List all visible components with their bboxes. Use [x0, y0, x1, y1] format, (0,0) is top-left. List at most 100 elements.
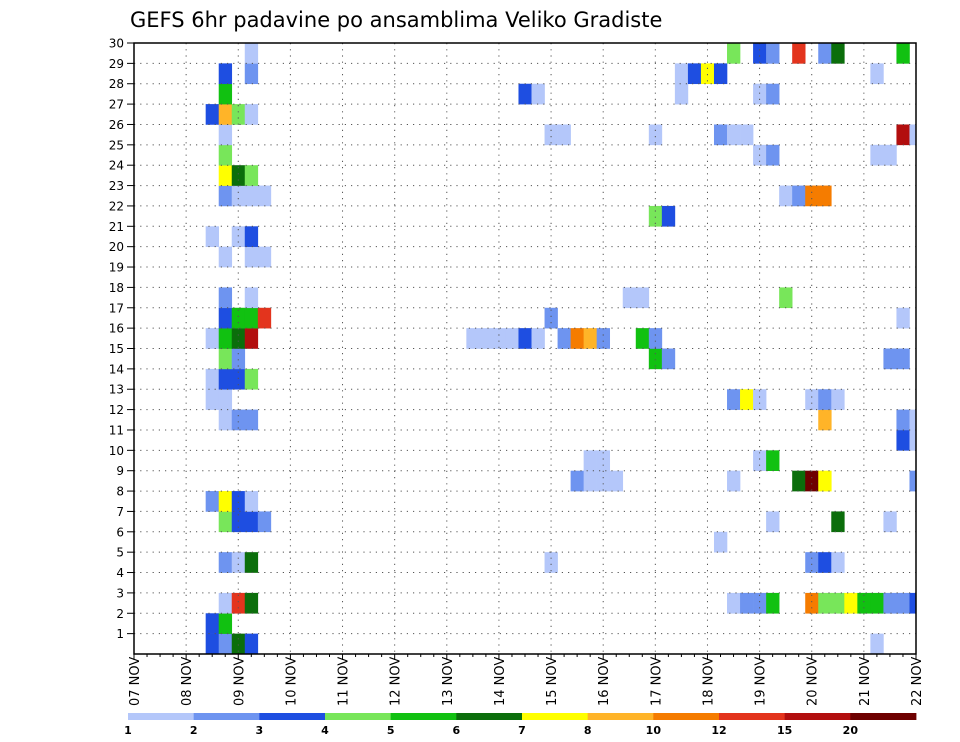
legend-label: 5 [387, 724, 395, 737]
precip-cell [909, 124, 917, 146]
precip-cell [231, 104, 246, 125]
precip-cell [244, 63, 259, 85]
precip-cell [231, 185, 246, 207]
y-tick-label: 26 [109, 118, 124, 132]
precip-cell [244, 43, 259, 64]
precip-cell [257, 246, 272, 268]
y-tick-label: 29 [109, 57, 124, 71]
precip-cell [218, 104, 233, 125]
precip-cell [700, 63, 715, 85]
y-tick-label: 21 [109, 220, 124, 234]
precip-cell [492, 328, 506, 349]
precip-cell [231, 633, 246, 655]
precip-cell [857, 592, 871, 614]
precip-cell [609, 470, 624, 492]
x-tick-label: 13 NOV [441, 657, 456, 706]
y-tick-label: 3 [116, 586, 124, 600]
precip-cell [244, 185, 259, 207]
precip-cell [896, 409, 910, 431]
precip-cell [531, 83, 545, 105]
precip-cell [831, 389, 845, 410]
precip-cell [635, 328, 650, 349]
precip-cell [244, 307, 259, 329]
precip-cell [596, 328, 611, 349]
precip-cell [818, 470, 832, 492]
y-tick-label: 30 [109, 37, 124, 51]
precip-cell [831, 511, 845, 533]
precip-cell [818, 552, 832, 573]
x-tick-label: 22 NOV [910, 657, 925, 706]
precip-cell [766, 43, 780, 64]
legend-swatch [456, 713, 523, 720]
x-tick-label: 12 NOV [389, 657, 404, 706]
precip-cell [218, 185, 233, 207]
precip-cell [831, 43, 845, 64]
precip-cell [205, 104, 220, 125]
legend-swatch [259, 713, 326, 720]
precip-cell [687, 63, 702, 85]
y-tick-label: 18 [109, 281, 124, 295]
legend-label: 1 [124, 724, 132, 737]
x-tick-label: 14 NOV [493, 657, 508, 706]
x-tick-label: 21 NOV [858, 657, 873, 706]
dotted-grid [134, 43, 916, 654]
precip-cell [570, 470, 584, 492]
precip-cell [570, 328, 584, 349]
precip-cell [231, 511, 246, 533]
precip-cell [218, 389, 233, 410]
precip-cell [544, 552, 558, 573]
precip-cell [727, 389, 741, 410]
y-tick-label: 28 [109, 77, 124, 91]
precip-cell [909, 429, 917, 451]
precip-cell [218, 552, 233, 573]
precip-cell [244, 633, 259, 655]
precip-cell [583, 450, 597, 471]
legend-swatch [850, 713, 917, 720]
y-tick-label: 25 [109, 138, 124, 152]
precip-cell [727, 43, 741, 64]
precip-cell [244, 287, 259, 309]
precip-cell [244, 368, 259, 390]
precip-cell [231, 552, 246, 573]
precip-cell [805, 592, 819, 614]
y-tick-label: 1 [116, 627, 124, 641]
precip-cell [740, 592, 754, 614]
legend-label: 7 [518, 724, 526, 737]
precip-cell [205, 328, 220, 349]
y-axis-ticks: 1234567891011121314151617181920212223242… [109, 37, 134, 641]
precip-cell [805, 185, 819, 207]
precip-cell [661, 205, 676, 227]
precip-cell [805, 552, 819, 573]
precip-cell [257, 511, 272, 533]
precip-cell [818, 185, 832, 207]
precip-cell [896, 43, 910, 64]
precip-cell [753, 43, 767, 64]
legend-swatch [784, 713, 851, 720]
precip-cell [218, 144, 233, 166]
precip-cell [896, 124, 910, 146]
precip-cell [257, 307, 272, 329]
precip-cell [531, 328, 545, 349]
precip-cell [218, 368, 233, 390]
precip-cell [753, 389, 767, 410]
precip-cell [231, 592, 246, 614]
precip-cell [831, 592, 845, 614]
precip-cell [779, 287, 793, 309]
precip-cell [635, 287, 650, 309]
legend-label: 8 [584, 724, 592, 737]
precip-cell [544, 124, 558, 146]
precip-cell [792, 470, 806, 492]
precip-cell [244, 552, 259, 573]
precip-cell [753, 450, 767, 471]
y-tick-label: 4 [116, 566, 124, 580]
precip-cell [870, 144, 884, 166]
precip-cell [818, 409, 832, 431]
precip-cell [831, 552, 845, 573]
legend-swatch [128, 713, 195, 720]
y-tick-label: 8 [116, 485, 124, 499]
precip-cell [231, 491, 246, 512]
y-tick-label: 11 [109, 423, 124, 437]
precip-cell [818, 389, 832, 410]
precip-cell [557, 124, 571, 146]
